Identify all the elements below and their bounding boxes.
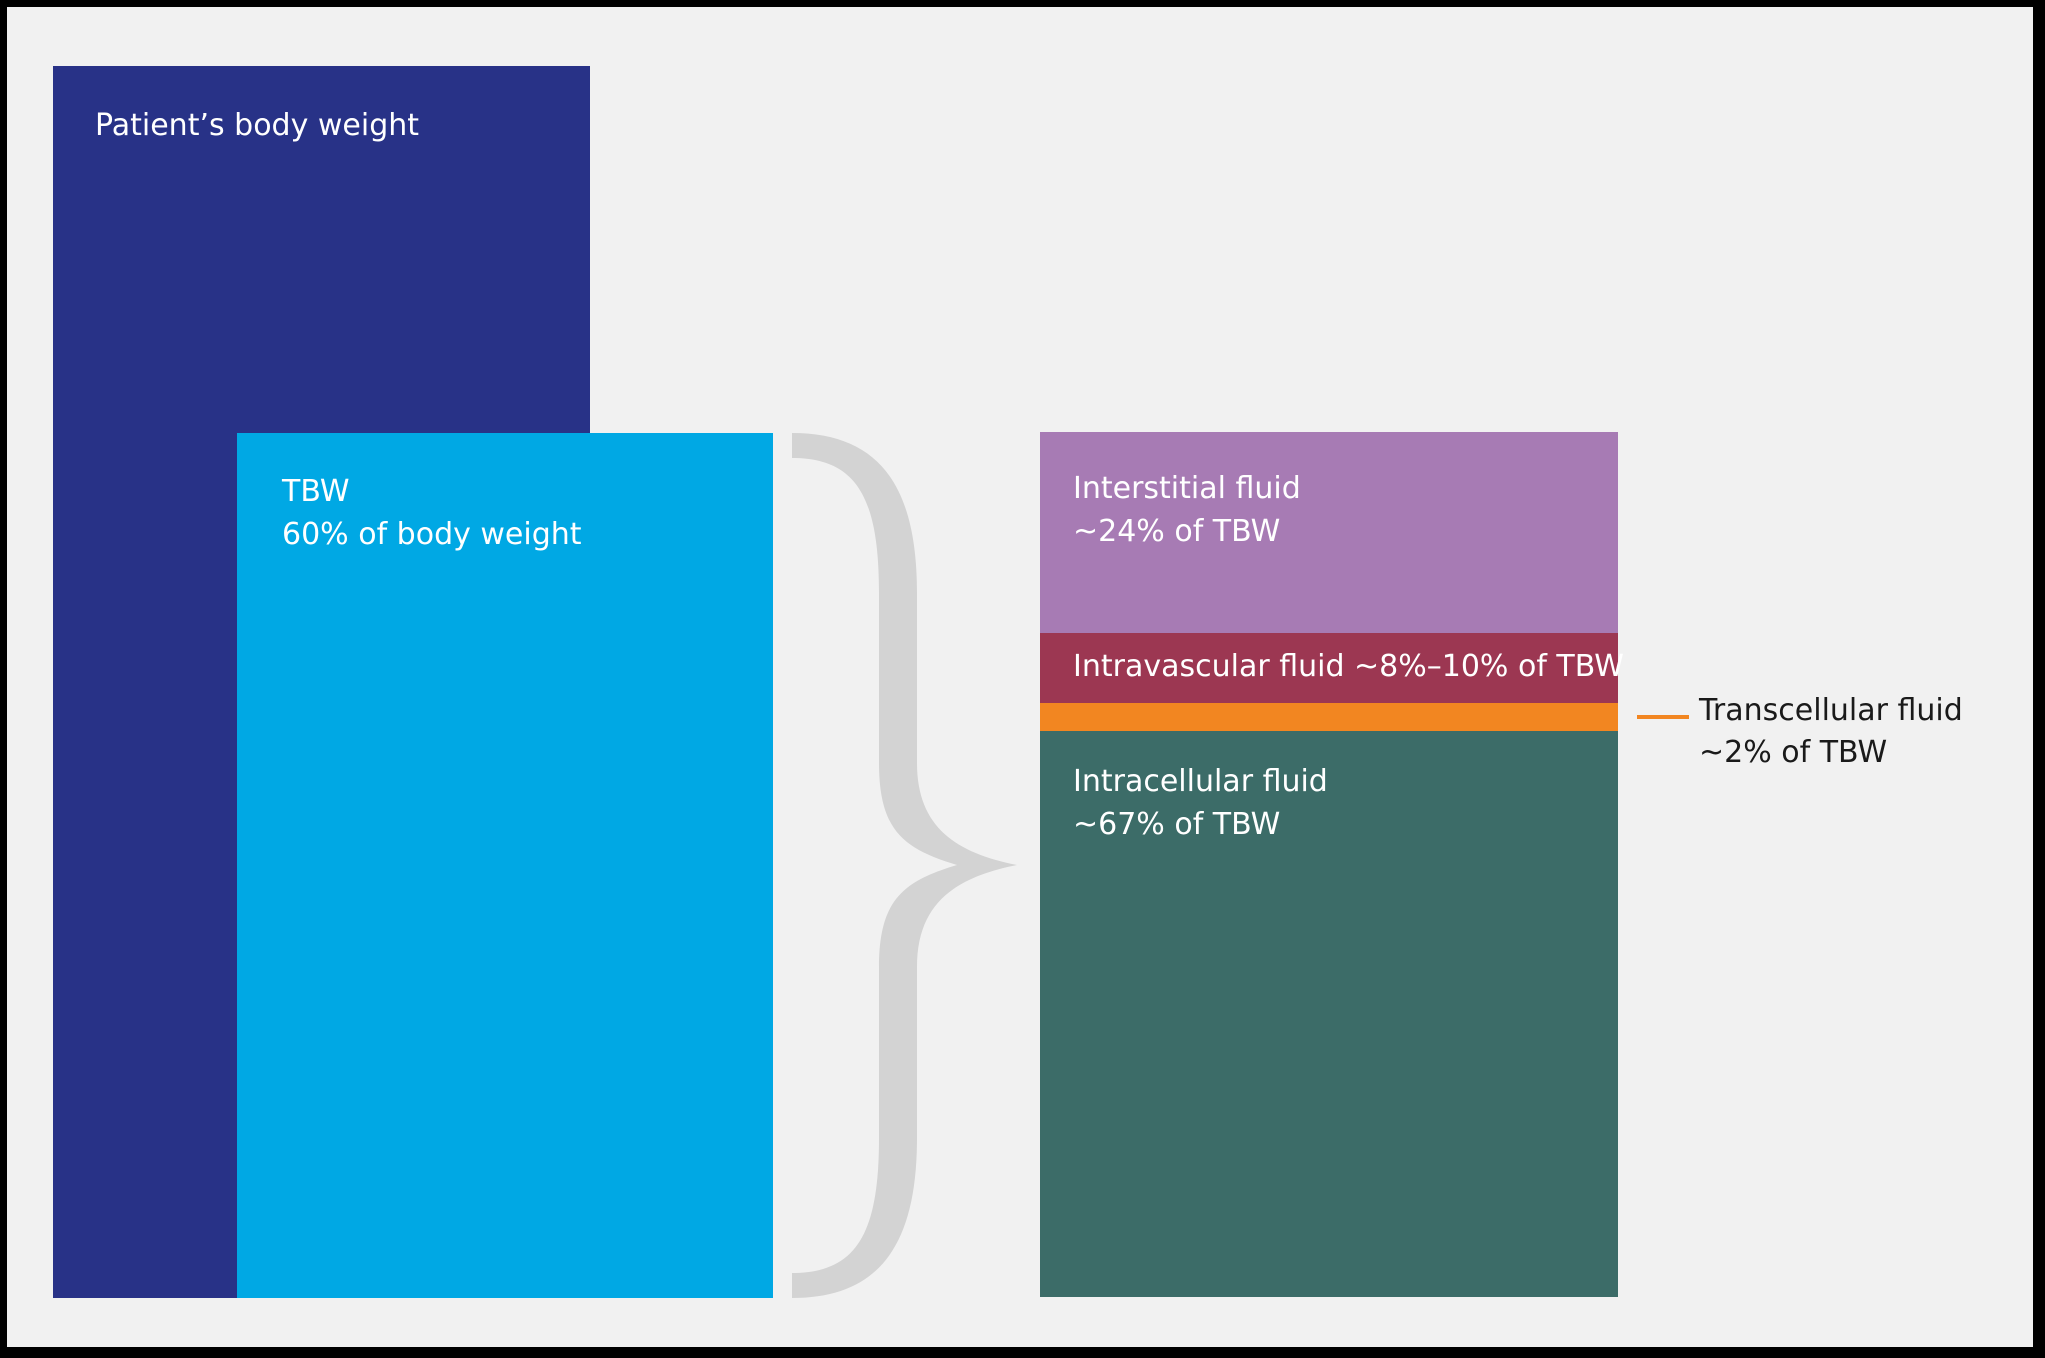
transcellular-share: ~2% of TBW (1699, 735, 1888, 770)
interstitial-fluid-segment: Interstitial fluid ~24% of TBW (1040, 432, 1618, 633)
intracellular-share: ~67% of TBW (1073, 807, 1281, 842)
intracellular-name: Intracellular fluid (1073, 764, 1328, 799)
body-weight-label: Patient’s body weight (95, 108, 420, 143)
intracellular-fluid-segment: Intracellular fluid ~67% of TBW (1040, 731, 1618, 1297)
diagram-canvas: Patient’s body weight TBW 60% of body we… (7, 7, 2033, 1347)
tbw-label: TBW 60% of body weight (282, 470, 582, 556)
transcellular-name: Transcellular fluid (1699, 693, 1963, 728)
tbw-composition-stack: Interstitial fluid ~24% of TBW Intravasc… (1040, 432, 1624, 1297)
transcellular-callout-line (1637, 715, 1689, 719)
interstitial-name: Interstitial fluid (1073, 471, 1301, 506)
right-brace-icon (792, 433, 1017, 1298)
interstitial-share: ~24% of TBW (1073, 514, 1281, 549)
intravascular-label: Intravascular fluid ~8%–10% of TBW (1073, 649, 1624, 684)
transcellular-fluid-segment (1040, 703, 1618, 731)
tbw-block: TBW 60% of body weight (237, 433, 773, 1298)
tbw-subtitle: 60% of body weight (282, 517, 582, 552)
tbw-title: TBW (282, 474, 350, 509)
transcellular-callout: Transcellular fluid ~2% of TBW (1699, 690, 1963, 774)
brace-shape (792, 433, 1017, 1298)
interstitial-label: Interstitial fluid ~24% of TBW (1073, 467, 1301, 553)
intracellular-label: Intracellular fluid ~67% of TBW (1073, 760, 1328, 846)
intravascular-fluid-segment: Intravascular fluid ~8%–10% of TBW (1040, 633, 1624, 703)
